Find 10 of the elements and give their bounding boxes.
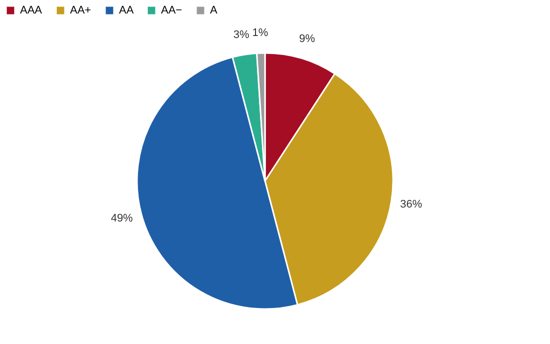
legend-label: AAA [20,4,43,17]
data-label: 9% [299,33,316,46]
data-label: 1% [252,27,268,40]
data-label: 36% [400,198,422,211]
data-label: 3% [233,28,250,41]
data-label: 49% [110,212,134,225]
legend-label: A [210,4,218,17]
legend-label: AA− [161,4,182,17]
legend-label: AA+ [70,4,92,17]
legend-label: AA [119,4,134,17]
